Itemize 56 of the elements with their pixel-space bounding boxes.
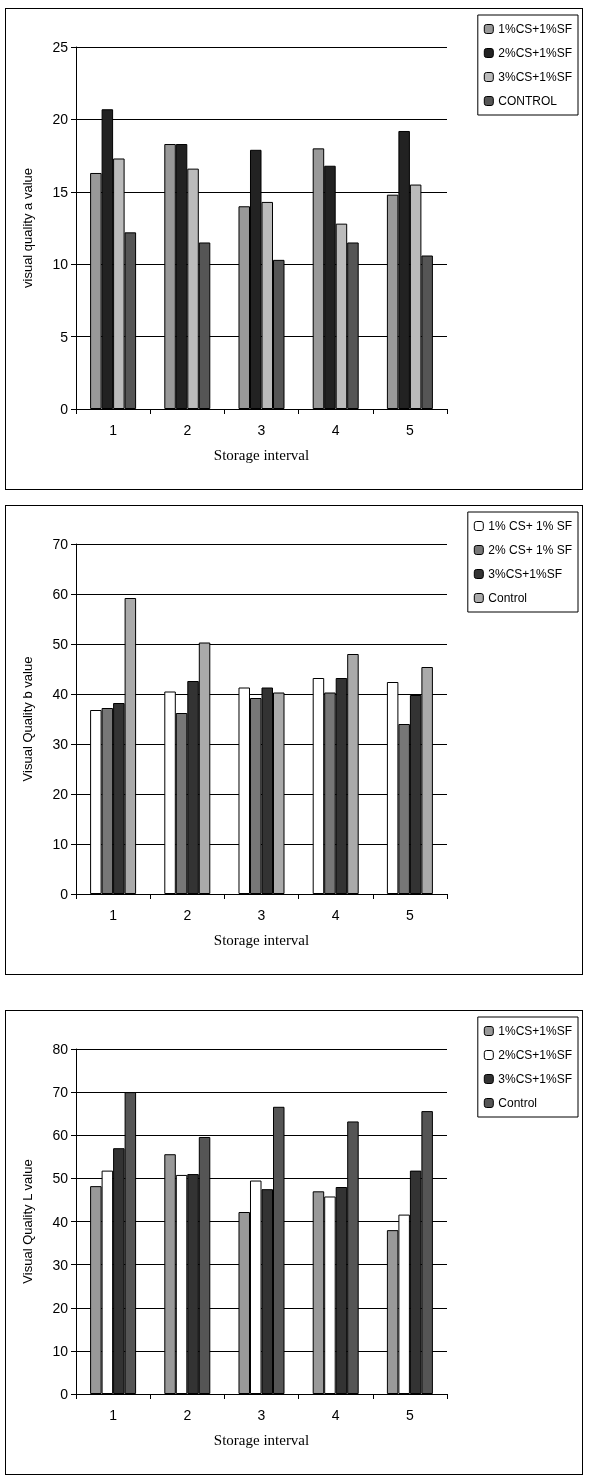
y-tick-label: 40: [52, 1213, 69, 1230]
y-tick-label: 80: [52, 1041, 69, 1057]
y-tick-label: 0: [60, 1386, 69, 1402]
y-tick-label: 50: [52, 1170, 69, 1187]
y-tick-label: 20: [52, 1299, 69, 1316]
x-tick-label: 5: [406, 1407, 414, 1423]
x-tick-label: 1: [109, 1407, 118, 1423]
y-tick-label: 30: [52, 736, 69, 752]
y-tick-label: 5: [60, 328, 69, 345]
y-axis-title: Visual Quality b value: [20, 656, 35, 782]
y-tick-label: 60: [52, 586, 69, 602]
x-tick-label: 1: [109, 907, 118, 923]
y-tick-label: 10: [52, 1342, 69, 1359]
y-tick-label: 40: [52, 686, 69, 702]
legend-label: 2% CS+ 1% SF: [488, 543, 572, 557]
y-tick-label: 30: [52, 1256, 69, 1273]
y-tick-label: 50: [52, 636, 69, 652]
x-tick-label: 3: [257, 422, 266, 438]
x-tick-label: 2: [183, 907, 192, 923]
x-axis-title: Storage interval: [213, 446, 310, 463]
y-tick-label: 20: [52, 111, 69, 128]
y-tick-label: 20: [52, 786, 69, 802]
x-axis-title: Storage interval: [213, 931, 310, 948]
legend-label: Control: [498, 1096, 537, 1110]
y-tick-label: 10: [52, 256, 69, 273]
x-tick-label: 5: [406, 422, 414, 438]
y-tick-label: 70: [52, 536, 69, 552]
y-tick-label: 0: [60, 401, 69, 417]
y-tick-label: 10: [52, 836, 69, 852]
y-tick-label: 25: [52, 39, 69, 55]
y-tick-label: 0: [60, 886, 69, 902]
x-axis-title: Storage interval: [213, 1431, 310, 1448]
x-tick-label: 4: [331, 907, 340, 923]
x-tick-label: 5: [406, 907, 414, 923]
legend-label: 1%CS+1%SF: [498, 1024, 572, 1038]
legend-label: 2%CS+1%SF: [498, 1048, 572, 1062]
legend-label: 1% CS+ 1% SF: [488, 519, 572, 533]
x-tick-label: 4: [331, 1407, 340, 1423]
x-tick-label: 3: [257, 907, 266, 923]
legend-label: 2%CS+1%SF: [498, 46, 572, 60]
legend-label: 1%CS+1%SF: [498, 22, 572, 36]
legend-label: Control: [488, 591, 527, 605]
legend-label: CONTROL: [498, 94, 558, 108]
y-tick-label: 15: [52, 183, 69, 200]
x-tick-label: 4: [331, 422, 340, 438]
x-tick-label: 2: [183, 1407, 192, 1423]
y-axis-title: Visual Quality L value: [20, 1159, 35, 1284]
y-tick-label: 70: [52, 1084, 69, 1101]
x-tick-label: 3: [257, 1407, 266, 1423]
y-tick-label: 60: [52, 1127, 69, 1144]
legend-label: 3%CS+1%SF: [488, 567, 562, 581]
legend-label: 3%CS+1%SF: [498, 1072, 572, 1086]
y-axis-title: visual quality a value: [20, 168, 35, 288]
x-tick-label: 2: [183, 422, 192, 438]
x-tick-label: 1: [109, 422, 118, 438]
legend-label: 3%CS+1%SF: [498, 70, 572, 84]
